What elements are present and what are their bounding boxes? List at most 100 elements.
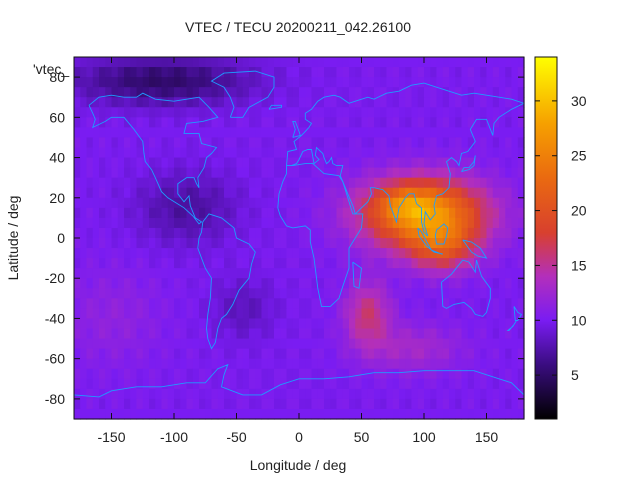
heatmap-cell — [380, 137, 388, 149]
heatmap-cell — [505, 298, 513, 309]
heatmap-cell — [467, 378, 475, 390]
heatmap-cell — [167, 278, 175, 289]
heatmap-cell — [274, 77, 281, 88]
heatmap-cell — [405, 378, 413, 390]
heatmap-cell — [355, 97, 363, 108]
heatmap-cell — [511, 278, 519, 289]
heatmap-cell — [430, 227, 438, 239]
heatmap-cell — [511, 187, 519, 199]
heatmap-cell — [105, 268, 113, 279]
heatmap-cell — [492, 348, 500, 360]
heatmap-cell — [392, 298, 400, 309]
heatmap-cell — [117, 338, 125, 350]
heatmap-cell — [467, 217, 475, 229]
heatmap-cell — [361, 258, 369, 269]
heatmap-cell — [330, 207, 338, 219]
heatmap-cell — [217, 238, 225, 249]
heatmap-cell — [399, 157, 406, 169]
heatmap-cell — [461, 177, 469, 189]
heatmap-cell — [480, 288, 488, 299]
heatmap-cell — [105, 227, 113, 239]
heatmap-cell — [449, 328, 456, 340]
heatmap-cell — [311, 97, 319, 108]
heatmap-cell — [211, 258, 219, 269]
heatmap-cell — [230, 57, 238, 68]
heatmap-cell — [117, 378, 125, 390]
heatmap-cell — [424, 107, 431, 118]
heatmap-cell — [361, 217, 369, 229]
heatmap-cell — [86, 388, 94, 400]
heatmap-cell — [386, 107, 394, 118]
heatmap-cell — [186, 127, 194, 139]
heatmap-cell — [255, 248, 263, 259]
heatmap-cell — [405, 408, 413, 420]
heatmap-cell — [330, 368, 338, 380]
heatmap-cell — [311, 288, 319, 299]
heatmap-cell — [99, 358, 106, 370]
heatmap-cell — [80, 308, 88, 320]
heatmap-cell — [492, 167, 500, 179]
heatmap-cell — [211, 137, 219, 149]
heatmap-cell — [367, 157, 375, 169]
heatmap-cell — [499, 77, 506, 88]
heatmap-cell — [149, 288, 156, 299]
heatmap-cell — [130, 358, 138, 370]
heatmap-cell — [242, 268, 250, 279]
heatmap-cell — [474, 57, 481, 68]
heatmap-cell — [192, 77, 200, 88]
heatmap-cell — [449, 157, 456, 169]
heatmap-cell — [355, 338, 363, 350]
heatmap-cell — [311, 368, 319, 380]
heatmap-cell — [149, 117, 156, 128]
heatmap-cell — [380, 408, 388, 420]
heatmap-cell — [236, 348, 244, 360]
heatmap-cell — [399, 67, 406, 78]
heatmap-cell — [192, 378, 200, 390]
heatmap-cell — [405, 278, 413, 289]
heatmap-cell — [111, 77, 119, 88]
heatmap-cell — [155, 197, 163, 209]
heatmap-cell — [342, 238, 350, 249]
heatmap-cell — [455, 358, 463, 370]
heatmap-cell — [324, 77, 331, 88]
heatmap-cell — [342, 248, 350, 259]
heatmap-cell — [230, 318, 238, 330]
heatmap-cell — [317, 368, 325, 380]
y-tick-label: 60 — [49, 109, 65, 125]
heatmap-cell — [92, 408, 100, 420]
heatmap-cell — [499, 238, 506, 249]
heatmap-cell — [511, 328, 519, 340]
heatmap-cell — [405, 87, 413, 98]
heatmap-cell — [86, 57, 94, 68]
heatmap-cell — [430, 97, 438, 108]
heatmap-cell — [124, 117, 131, 128]
heatmap-cell — [86, 408, 94, 420]
heatmap-cell — [436, 227, 444, 239]
heatmap-cell — [374, 167, 381, 179]
heatmap-cell — [299, 338, 306, 350]
heatmap-cell — [324, 227, 331, 239]
heatmap-cell — [92, 97, 100, 108]
heatmap-cell — [499, 338, 506, 350]
y-axis-label: Latitude / deg — [5, 196, 21, 281]
heatmap-cell — [286, 348, 294, 360]
heatmap-cell — [274, 268, 281, 279]
heatmap-cell — [142, 398, 150, 410]
heatmap-cell — [111, 308, 119, 320]
heatmap-cell — [186, 308, 194, 320]
heatmap-cell — [317, 308, 325, 320]
heatmap-cell — [211, 368, 219, 380]
heatmap-cell — [217, 147, 225, 159]
legend-key: 'vtec_ — [33, 61, 69, 77]
heatmap-cell — [474, 167, 481, 179]
heatmap-cell — [249, 207, 256, 219]
heatmap-cell — [517, 278, 525, 289]
heatmap-cell — [111, 288, 119, 299]
heatmap-cell — [455, 408, 463, 420]
heatmap-cell — [436, 398, 444, 410]
heatmap-cell — [136, 187, 144, 199]
heatmap-cell — [480, 258, 488, 269]
heatmap-cell — [111, 147, 119, 159]
heatmap-cell — [330, 167, 338, 179]
heatmap-cell — [305, 358, 313, 370]
